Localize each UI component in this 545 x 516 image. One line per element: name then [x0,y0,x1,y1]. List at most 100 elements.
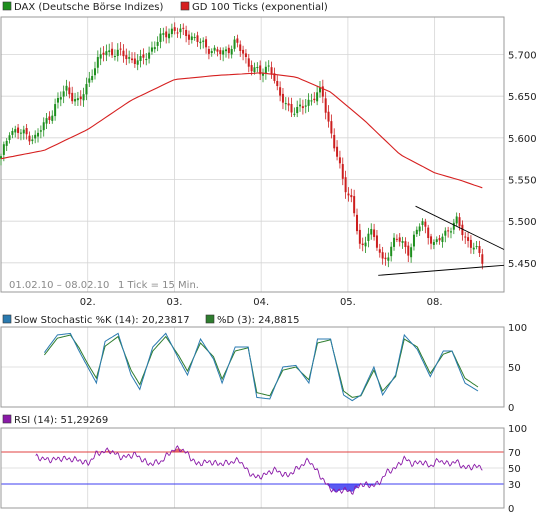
stochastic-y-tick-label: 50 [508,363,521,374]
candle-up [293,114,295,115]
price-gridlines [1,17,504,292]
candle-down [236,38,238,42]
candle-up [63,91,65,96]
legend-rsi: RSI (14): 51,29269 [14,415,108,426]
candle-up [51,116,53,121]
candle-down [248,58,250,66]
candle-up [476,246,478,247]
candle-up [108,50,110,52]
price-x-tick-label: 03. [166,297,182,308]
candle-up [171,29,173,34]
candle-up [305,106,307,107]
candle-down [68,87,70,94]
red-square-icon [181,2,189,10]
candle-down [282,94,284,103]
candle-up [285,103,287,104]
candle-down [134,59,136,64]
candle-down [470,240,472,248]
rsi-y-tick-label: 100 [508,424,527,435]
candle-up [416,230,418,234]
candle-down [333,135,335,148]
candle-down [407,246,409,256]
candle-up [410,247,412,257]
legend-stoch-d: %D (3): 24,8815 [217,315,299,326]
price-frame [1,17,504,292]
candle-up [365,243,367,247]
stochastic-panel: 050100 [1,323,527,414]
candle-up [179,29,181,33]
candle-down [384,258,386,259]
candle-up [319,88,321,93]
candle-up [128,57,130,59]
candle-up [91,76,93,80]
candle-down [382,252,384,258]
price-y-tick-label: 5.700 [508,51,537,62]
candle-down [71,93,73,101]
candle-up [402,241,404,243]
candle-up [441,237,443,242]
candle-down [103,53,105,55]
candle-down [376,235,378,247]
candle-down [279,87,281,95]
candle-up [148,53,150,59]
rsi-line [36,446,483,494]
price-legend: DAX (Deutsche Börse Indizes) GD 100 Tick… [3,2,328,13]
candle-up [85,84,87,94]
candle-down [208,49,210,54]
candle-down [404,241,406,247]
candle-down [125,55,127,59]
candle-up [6,141,8,146]
candle-down [239,44,241,51]
candle-up [393,238,395,247]
moving-average-line [1,73,482,188]
candle-down [313,99,315,100]
candle-up [40,130,42,131]
candle-up [436,239,438,242]
candle-down [219,50,221,54]
candle-down [120,49,122,50]
rsi-y-tick-label: 50 [508,464,521,475]
date-range-label: 01.02.10 – 08.02.10 [9,280,109,291]
candle-down [245,53,247,57]
candle-up [310,100,312,101]
candle-up [234,40,236,49]
candle-up [151,47,153,51]
candle-up [140,56,142,61]
candle-down [325,98,327,112]
candle-up [105,51,107,55]
candle-up [253,67,255,72]
candle-down [328,112,330,122]
candle-down [80,97,82,100]
candle-up [202,41,204,42]
candle-down [396,239,398,240]
price-panel: 5.450 5.500 5.550 5.600 5.650 5.700 02. 03. 04.… [0,17,537,308]
candle-down [228,48,230,53]
green-square-icon [3,2,11,10]
candle-up [66,86,68,91]
candle-up [231,49,233,54]
candle-up [422,221,424,225]
price-y-tick-label: 5.600 [508,134,537,145]
candle-up [214,48,216,51]
candle-down [28,136,30,142]
rsi-legend: RSI (14): 51,29269 [3,415,108,426]
candle-down [177,32,179,33]
candle-up [31,139,33,141]
candle-up [199,42,201,43]
candle-down [302,106,304,108]
candle-up [54,104,56,116]
candle-up [37,133,39,137]
candle-up [225,49,227,51]
candle-down [242,50,244,54]
stochastic-y-axis: 0 50 100 [508,323,527,414]
candle-down [111,49,113,55]
stochastic-y-tick-label: 0 [508,403,514,414]
candle-up [413,235,415,247]
candle-up [168,34,170,39]
candle-up [367,234,369,241]
legend-ma: GD 100 Ticks (exponential) [192,2,328,13]
candle-down [353,196,355,213]
candle-up [74,99,76,101]
moving-average-layer [1,73,482,188]
